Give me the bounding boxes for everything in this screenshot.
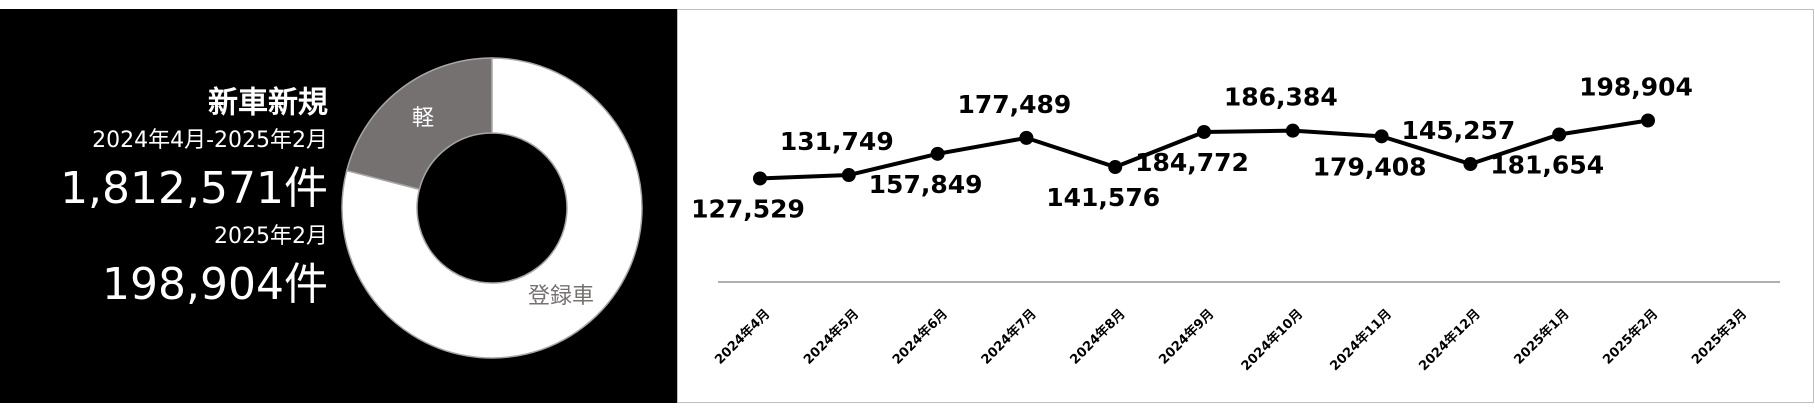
data-point bbox=[753, 171, 767, 186]
summary-period-total: 1,812,571件 bbox=[60, 163, 328, 214]
data-label: 198,904 bbox=[1579, 72, 1693, 101]
data-label: 141,576 bbox=[1046, 183, 1160, 212]
data-point bbox=[1374, 129, 1389, 144]
data-label: 127,529 bbox=[691, 194, 805, 223]
data-point bbox=[841, 168, 856, 183]
data-point bbox=[930, 146, 945, 161]
data-point bbox=[1197, 124, 1211, 139]
data-point bbox=[1552, 127, 1567, 142]
data-point bbox=[1641, 113, 1655, 128]
summary-period: 2024年4月-2025年2月 bbox=[92, 128, 328, 153]
data-label: 179,408 bbox=[1313, 152, 1427, 181]
data-label: 177,489 bbox=[957, 90, 1071, 119]
donut-label: 軽 bbox=[412, 106, 434, 131]
summary-month-total: 198,904件 bbox=[102, 259, 328, 310]
donut-segment bbox=[341, 57, 643, 359]
summary-title: 新車新規 bbox=[208, 86, 328, 121]
donut-label: 登録車 bbox=[528, 284, 594, 309]
data-point bbox=[1108, 160, 1123, 175]
chart-panel bbox=[677, 9, 1814, 403]
data-point bbox=[1285, 123, 1300, 138]
data-point bbox=[1463, 157, 1478, 172]
data-label: 186,384 bbox=[1224, 83, 1338, 112]
data-label: 145,257 bbox=[1401, 116, 1515, 145]
data-label: 131,749 bbox=[780, 127, 894, 156]
data-label: 181,654 bbox=[1490, 150, 1604, 179]
data-label: 157,849 bbox=[869, 170, 983, 199]
data-label: 184,772 bbox=[1135, 148, 1249, 177]
summary-texts: 新車新規 2024年4月-2025年2月 1,812,571件 2025年2月 … bbox=[60, 86, 328, 311]
data-point bbox=[1019, 130, 1034, 145]
summary-month: 2025年2月 bbox=[214, 224, 328, 249]
donut-segment bbox=[345, 57, 493, 191]
